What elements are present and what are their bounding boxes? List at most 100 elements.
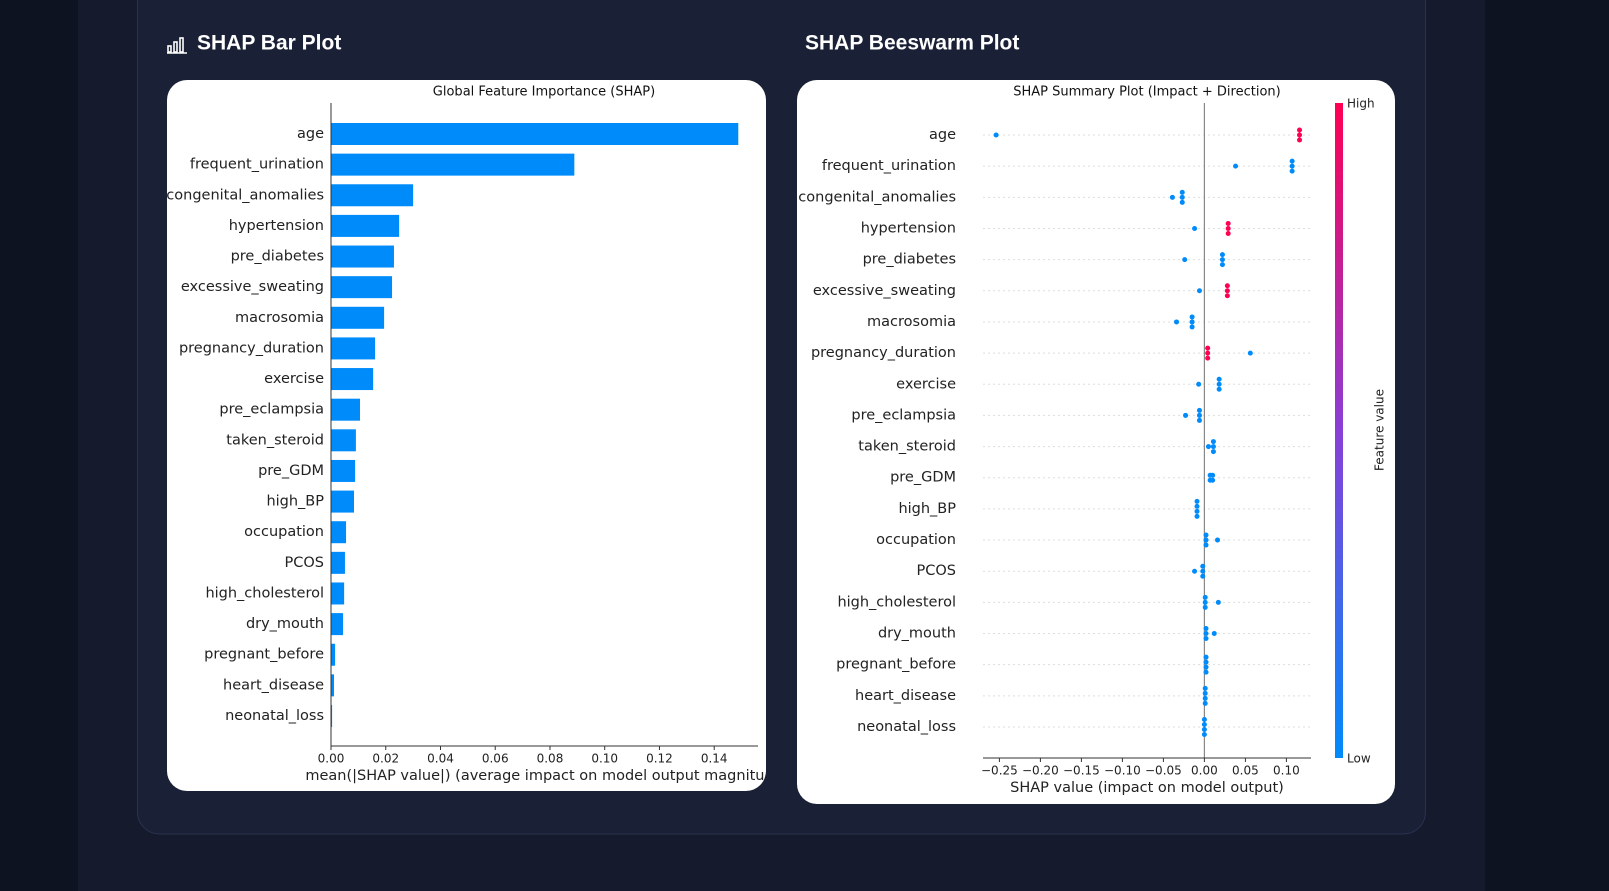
bar xyxy=(331,429,356,452)
y-tick-label: dry_mouth xyxy=(878,626,956,642)
y-tick-label: heart_disease xyxy=(855,688,956,704)
point xyxy=(1196,381,1202,387)
point xyxy=(1297,137,1303,143)
y-tick-label: pre_diabetes xyxy=(863,252,956,268)
y-tick-label: excessive_sweating xyxy=(181,279,324,295)
point xyxy=(1196,288,1202,294)
y-tick-label: high_BP xyxy=(266,494,324,510)
point xyxy=(1203,664,1209,670)
point xyxy=(1196,417,1202,423)
y-tick-label: frequent_urination xyxy=(190,157,324,173)
point xyxy=(1194,503,1200,509)
bar xyxy=(331,613,344,636)
point xyxy=(1202,685,1208,691)
bar xyxy=(331,306,385,329)
point xyxy=(1202,690,1208,696)
point xyxy=(1196,412,1202,418)
point xyxy=(1210,449,1216,455)
point xyxy=(1289,168,1295,174)
bar xyxy=(331,643,336,666)
y-tick-label: high_BP xyxy=(898,501,956,517)
point xyxy=(1203,537,1209,543)
y-tick-label: pregnancy_duration xyxy=(179,340,324,356)
point xyxy=(1194,508,1200,514)
point xyxy=(1297,132,1303,138)
point xyxy=(1189,314,1195,320)
x-tick-label: 0.05 xyxy=(1232,764,1259,778)
point xyxy=(1179,194,1185,200)
y-tick-label: macrosomia xyxy=(235,310,324,326)
y-tick-label: congenital_anomalies xyxy=(798,189,956,205)
point xyxy=(1203,631,1209,637)
point xyxy=(1205,355,1211,361)
point xyxy=(1200,563,1206,569)
bar xyxy=(331,490,354,513)
bar xyxy=(331,398,361,421)
chart-title: Global Feature Importance (SHAP) xyxy=(433,85,655,100)
point xyxy=(1174,319,1180,325)
y-tick-label: high_cholesterol xyxy=(205,585,324,601)
bar xyxy=(331,123,739,145)
point xyxy=(1203,542,1209,548)
y-tick-label: taken_steroid xyxy=(858,439,956,455)
point xyxy=(1225,230,1231,236)
bar xyxy=(331,521,347,544)
y-tick-label: pre_eclampsia xyxy=(851,407,956,423)
x-tick-label: 0.04 xyxy=(427,752,454,766)
y-tick-label: exercise xyxy=(264,371,324,387)
point xyxy=(1203,669,1209,675)
point xyxy=(1216,386,1222,392)
y-tick-label: PCOS xyxy=(285,555,325,571)
point xyxy=(1211,631,1217,637)
x-tick-label: 0.00 xyxy=(1191,764,1218,778)
y-tick-label: PCOS xyxy=(917,563,957,579)
bar xyxy=(331,674,335,697)
bar xyxy=(331,582,345,605)
point xyxy=(1202,695,1208,701)
point xyxy=(1210,439,1216,445)
y-tick-label: occupation xyxy=(876,532,956,548)
point xyxy=(1233,163,1239,169)
y-tick-label: frequent_urination xyxy=(822,158,956,174)
point xyxy=(1202,604,1208,610)
bar xyxy=(331,705,333,727)
point xyxy=(1203,532,1209,538)
x-tick-label: 0.12 xyxy=(646,752,673,766)
point xyxy=(1205,350,1211,356)
point xyxy=(1202,599,1208,605)
point xyxy=(1192,568,1198,574)
colorbar-label: Feature value xyxy=(1373,389,1387,471)
point xyxy=(1201,717,1207,722)
point xyxy=(1202,700,1208,706)
y-tick-label: pre_GDM xyxy=(258,463,324,479)
bar xyxy=(331,276,393,299)
x-tick-label: 0.14 xyxy=(701,752,728,766)
point xyxy=(1192,225,1198,231)
y-tick-label: neonatal_loss xyxy=(857,719,956,735)
point xyxy=(1169,194,1175,200)
bar xyxy=(331,153,575,176)
point xyxy=(1183,412,1189,418)
point xyxy=(1203,654,1209,660)
x-axis-label: SHAP value (impact on model output) xyxy=(1010,780,1284,796)
chart-card xyxy=(167,80,766,791)
point xyxy=(1189,324,1195,330)
point xyxy=(1194,498,1200,504)
bar-chart: age frequent_urination congenital_anomalie… xyxy=(167,85,766,785)
point xyxy=(1224,283,1230,289)
y-tick-label: exercise xyxy=(896,376,956,392)
point xyxy=(1289,163,1295,169)
x-tick-label: 0.02 xyxy=(372,752,399,766)
point xyxy=(1205,345,1211,351)
point xyxy=(1179,199,1185,205)
point xyxy=(1206,444,1211,450)
point xyxy=(1210,444,1216,450)
y-tick-label: age xyxy=(929,127,956,143)
y-tick-label: dry_mouth xyxy=(246,616,324,632)
panel-heading: SHAP Beeswarm Plot xyxy=(805,32,1019,55)
x-tick-label: 0.06 xyxy=(482,752,509,766)
y-tick-label: pre_eclampsia xyxy=(219,402,324,418)
point xyxy=(1200,573,1206,579)
point xyxy=(1219,257,1225,263)
